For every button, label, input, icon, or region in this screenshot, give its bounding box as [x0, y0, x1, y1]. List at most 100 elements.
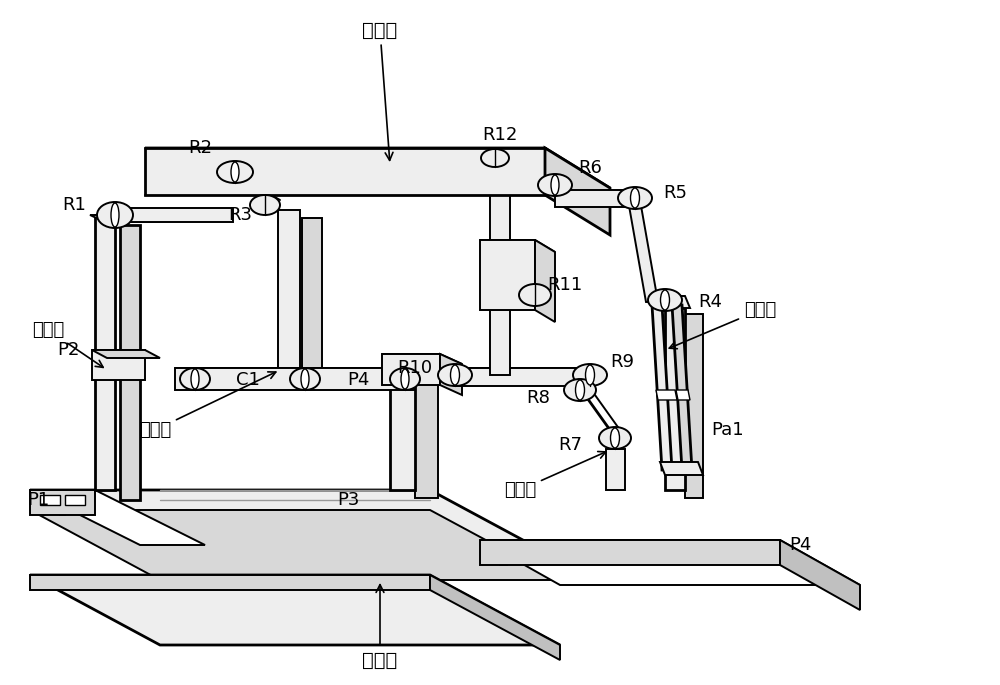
Polygon shape [278, 210, 300, 380]
Polygon shape [650, 296, 690, 308]
Polygon shape [455, 368, 580, 386]
Ellipse shape [576, 380, 584, 400]
Ellipse shape [660, 290, 670, 310]
Text: R9: R9 [610, 353, 634, 371]
Text: P2: P2 [57, 341, 79, 359]
Polygon shape [92, 350, 145, 380]
Text: R7: R7 [558, 436, 582, 454]
Polygon shape [30, 575, 560, 645]
Polygon shape [415, 362, 438, 498]
Ellipse shape [564, 379, 596, 401]
Polygon shape [555, 190, 635, 207]
Ellipse shape [610, 428, 620, 448]
Polygon shape [676, 390, 690, 400]
Ellipse shape [111, 203, 119, 227]
Ellipse shape [551, 175, 559, 195]
Text: 支链四: 支链四 [504, 451, 606, 499]
Text: R11: R11 [547, 276, 583, 294]
Text: P4: P4 [789, 536, 811, 554]
Text: 支链二: 支链二 [139, 372, 276, 439]
Polygon shape [480, 540, 780, 565]
Polygon shape [175, 368, 415, 390]
Polygon shape [40, 495, 60, 505]
Polygon shape [115, 208, 233, 222]
Text: P4: P4 [347, 371, 369, 389]
Ellipse shape [450, 365, 460, 385]
Polygon shape [65, 495, 85, 505]
Text: Pa1: Pa1 [712, 421, 744, 439]
Polygon shape [30, 510, 560, 580]
Ellipse shape [648, 289, 682, 311]
Polygon shape [175, 368, 430, 378]
Text: R1: R1 [62, 196, 86, 214]
Polygon shape [382, 354, 440, 385]
Polygon shape [145, 148, 545, 195]
Text: R8: R8 [526, 389, 550, 407]
Polygon shape [30, 490, 205, 545]
Polygon shape [780, 540, 860, 610]
Text: R2: R2 [188, 139, 212, 157]
Polygon shape [660, 462, 703, 475]
Text: R6: R6 [578, 159, 602, 177]
Polygon shape [490, 310, 510, 375]
Polygon shape [145, 148, 610, 188]
Polygon shape [606, 449, 625, 490]
Polygon shape [656, 390, 677, 400]
Polygon shape [480, 540, 860, 585]
Ellipse shape [618, 187, 652, 209]
Ellipse shape [97, 202, 133, 228]
Ellipse shape [573, 364, 607, 386]
Polygon shape [95, 215, 115, 490]
Polygon shape [535, 240, 555, 322]
Ellipse shape [290, 368, 320, 390]
Polygon shape [685, 314, 703, 498]
Ellipse shape [390, 368, 420, 390]
Polygon shape [30, 490, 95, 515]
Text: C1: C1 [236, 371, 260, 389]
Text: P3: P3 [337, 491, 359, 509]
Text: 支链三: 支链三 [669, 301, 776, 349]
Ellipse shape [250, 195, 280, 215]
Ellipse shape [599, 427, 631, 449]
Ellipse shape [180, 368, 210, 390]
Polygon shape [665, 308, 685, 490]
Ellipse shape [538, 174, 572, 196]
Text: 定平台: 定平台 [362, 584, 398, 669]
Polygon shape [545, 148, 610, 235]
Text: R12: R12 [482, 126, 518, 144]
Text: P1: P1 [27, 491, 49, 509]
Ellipse shape [481, 149, 509, 167]
Polygon shape [382, 354, 462, 364]
Text: R3: R3 [228, 206, 252, 224]
Text: 支链一: 支链一 [32, 321, 103, 367]
Polygon shape [440, 354, 462, 395]
Polygon shape [480, 240, 535, 310]
Ellipse shape [438, 364, 472, 386]
Ellipse shape [301, 369, 309, 389]
Polygon shape [652, 305, 672, 470]
Polygon shape [390, 355, 415, 490]
Polygon shape [92, 350, 160, 358]
Ellipse shape [631, 188, 640, 208]
Ellipse shape [231, 162, 239, 182]
Polygon shape [30, 575, 430, 590]
Text: 动平台: 动平台 [362, 21, 398, 160]
Polygon shape [30, 490, 560, 560]
Polygon shape [430, 575, 560, 660]
Text: R10: R10 [397, 359, 433, 377]
Polygon shape [628, 200, 658, 302]
Ellipse shape [519, 284, 551, 306]
Polygon shape [120, 225, 140, 500]
Ellipse shape [586, 365, 594, 385]
Polygon shape [302, 218, 322, 388]
Polygon shape [490, 195, 510, 240]
Text: R4: R4 [698, 293, 722, 311]
Ellipse shape [191, 369, 199, 389]
Text: R5: R5 [663, 184, 687, 202]
Polygon shape [672, 305, 692, 470]
Polygon shape [455, 368, 592, 376]
Polygon shape [90, 215, 160, 222]
Polygon shape [480, 240, 555, 252]
Ellipse shape [217, 161, 253, 183]
Ellipse shape [401, 369, 409, 389]
